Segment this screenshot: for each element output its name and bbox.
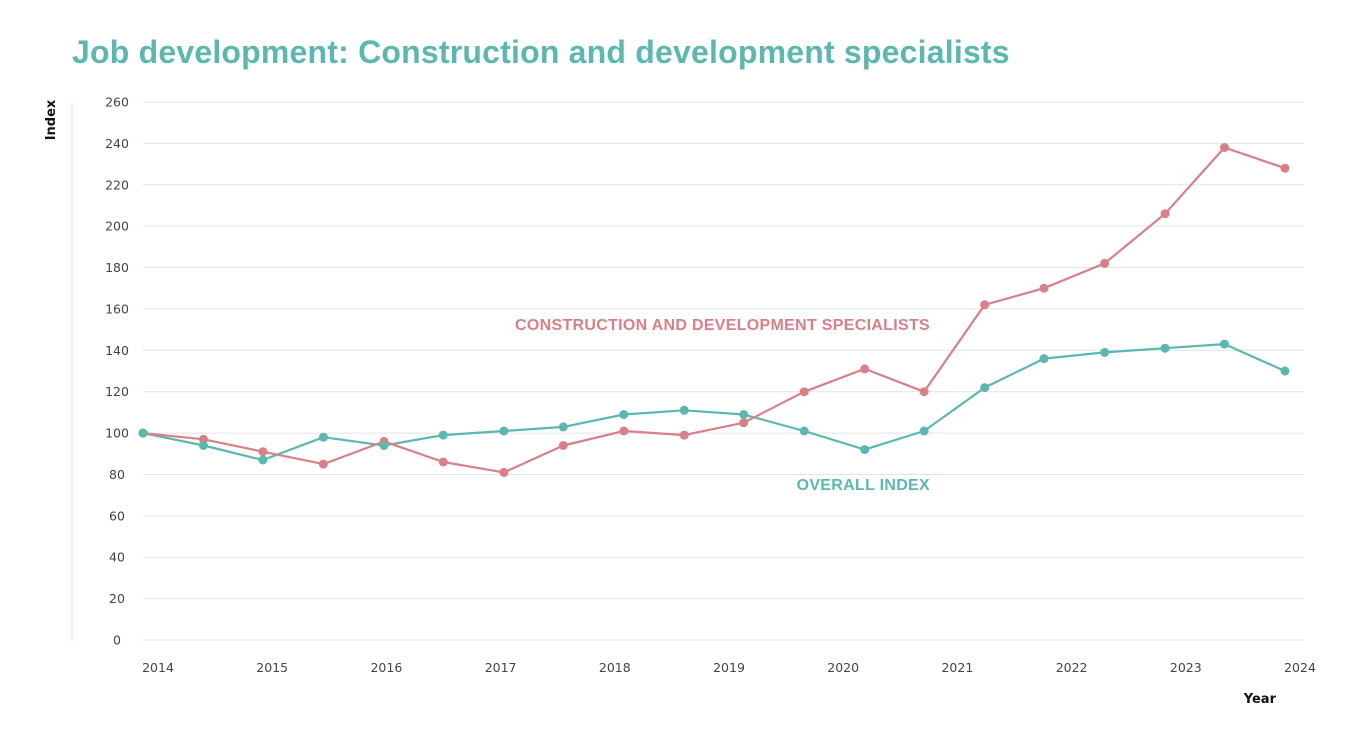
y-tick-label: 200	[105, 219, 129, 234]
series-label-construction: CONSTRUCTION AND DEVELOPMENT SPECIALISTS	[515, 317, 930, 334]
gridlines	[143, 101, 1304, 641]
data-point-construction	[199, 434, 208, 444]
data-point-construction	[558, 441, 568, 450]
series-label-overall-index: OVERALL INDEX	[797, 477, 930, 494]
chart-title: Job development: Construction and develo…	[72, 34, 1010, 70]
y-tick-label: 60	[109, 508, 125, 523]
y-tick-label: 40	[109, 550, 125, 565]
data-point-overall-index	[199, 441, 208, 450]
data-point-construction	[258, 447, 268, 457]
x-tick-labels: 2014 2015 2016 2017 2018 2019 2020 2021 2022 2023…	[142, 660, 1316, 675]
data-point-construction	[499, 467, 509, 477]
data-point-construction	[679, 430, 689, 440]
series-points	[138, 143, 1290, 477]
data-point-overall-index	[799, 426, 809, 436]
data-point-construction	[619, 426, 629, 436]
data-point-overall-index	[1280, 366, 1290, 376]
x-tick-label: 2016	[370, 660, 402, 675]
y-tick-label: 140	[105, 343, 129, 358]
data-point-construction	[919, 387, 929, 397]
data-point-overall-index	[980, 383, 990, 393]
x-tick-label: 2014	[142, 660, 174, 675]
y-axis-title: Index	[44, 99, 59, 140]
y-tick-labels: 0 20 40 60 80 100 120 140 160 180 200 220 240 260	[105, 95, 129, 648]
data-point-construction	[438, 457, 448, 467]
y-tick-label: 0	[113, 633, 121, 648]
data-point-overall-index	[1220, 339, 1229, 349]
data-point-overall-index	[499, 426, 509, 436]
y-tick-label: 160	[105, 301, 129, 316]
data-point-construction	[799, 387, 809, 397]
x-tick-label: 2019	[713, 660, 745, 675]
data-point-construction	[1039, 283, 1049, 293]
data-point-construction	[860, 364, 870, 374]
data-point-overall-index	[558, 422, 568, 432]
data-point-overall-index	[739, 410, 749, 419]
data-point-construction	[1100, 258, 1110, 268]
x-tick-label: 2022	[1056, 660, 1088, 675]
data-point-overall-index	[318, 432, 328, 442]
y-tick-label: 260	[105, 95, 129, 110]
x-axis-title: Year	[1243, 692, 1277, 707]
x-tick-label: 2015	[256, 660, 288, 675]
y-tick-label: 80	[109, 467, 125, 482]
data-point-overall-index	[1039, 354, 1049, 364]
data-point-construction	[739, 418, 749, 428]
x-tick-label: 2018	[599, 660, 631, 675]
data-point-overall-index	[679, 405, 689, 415]
series-line-construction	[142, 146, 1286, 474]
y-tick-label: 20	[109, 591, 125, 606]
x-tick-label: 2020	[827, 660, 859, 675]
x-tick-label: 2023	[1170, 660, 1202, 675]
x-tick-label: 2021	[941, 660, 973, 675]
y-tick-label: 240	[105, 136, 129, 151]
data-point-construction	[1280, 163, 1290, 173]
series-line-overall-index	[142, 343, 1286, 462]
data-point-overall-index	[1160, 343, 1170, 353]
x-tick-label: 2017	[485, 660, 517, 675]
data-point-construction	[980, 300, 990, 310]
data-point-construction	[1220, 143, 1229, 152]
data-point-overall-index	[1100, 347, 1110, 357]
data-point-overall-index	[919, 426, 929, 436]
data-point-overall-index	[438, 430, 448, 440]
y-tick-label: 100	[105, 426, 129, 441]
data-point-overall-index	[860, 445, 870, 455]
data-point-overall-index	[379, 441, 389, 450]
data-point-construction	[1160, 209, 1170, 219]
series-lines	[142, 146, 1286, 474]
data-point-overall-index	[258, 455, 268, 465]
data-point-overall-index	[619, 410, 629, 419]
y-tick-label: 120	[105, 384, 129, 399]
y-tick-label: 180	[105, 260, 129, 275]
y-tick-label: 220	[105, 177, 129, 192]
x-tick-label: 2024	[1284, 660, 1316, 675]
data-point-overall-index	[138, 428, 148, 438]
data-point-construction	[318, 459, 328, 469]
